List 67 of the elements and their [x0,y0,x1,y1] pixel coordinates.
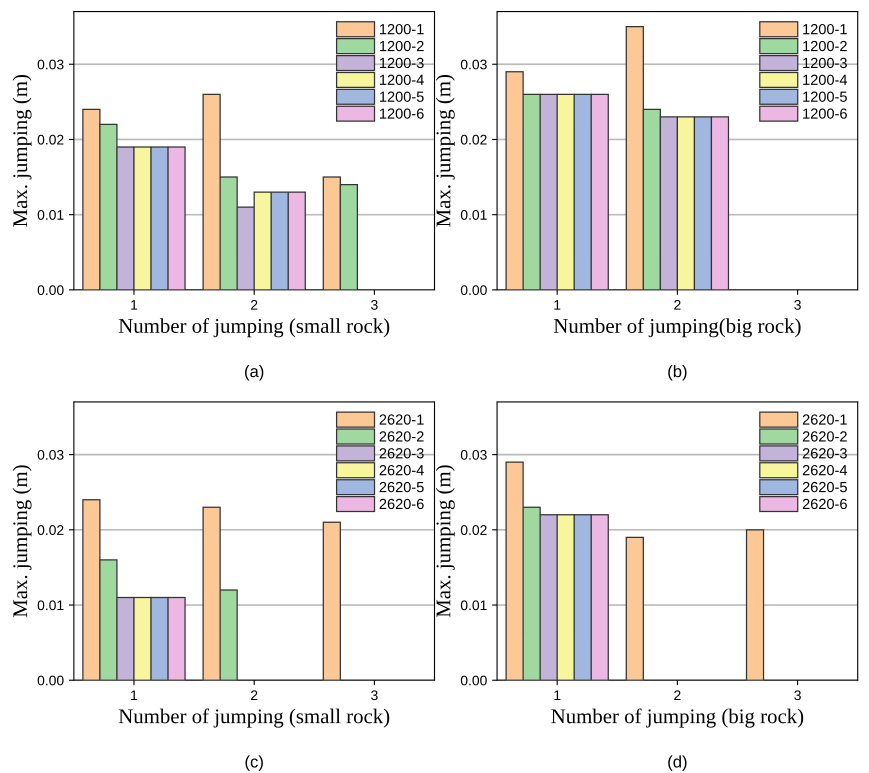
legend-label: 1200-3 [803,58,847,68]
y-tick-label: 0.00 [38,676,64,686]
legend-label: 2620-3 [802,448,847,458]
x-tick-label: 2 [674,690,681,700]
y-tick-label: 0.00 [460,285,487,296]
x-axis-title: Number of jumping (big rock) [551,708,804,728]
x-tick-label: 3 [794,690,801,700]
x-axis-title: Number of jumping (small rock) [118,708,390,728]
y-tick-label: 0.00 [460,676,487,686]
y-tick-label: 0.01 [38,600,64,610]
legend-label: 2620-4 [802,465,848,476]
text: (b) [668,365,687,381]
legend-label: 1200-6 [380,108,424,119]
x-tick-label: 2 [251,300,258,310]
y-tick-label: 0.02 [38,134,64,145]
y-tick-label: 0.01 [38,210,64,220]
y-tick-label: 0.03 [38,60,64,70]
x-tick-label: 1 [554,690,560,700]
x-tick-label: 3 [371,690,378,700]
y-tick-label: 0.03 [460,60,487,70]
y-tick-label: 0.02 [460,525,487,535]
legend-label: 1200-1 [380,24,424,34]
text: (a) [245,365,264,381]
x-tick-label: 1 [131,300,138,310]
x-tick-label: 2 [251,690,258,700]
legend-label: 1200-4 [803,74,848,85]
y-tick-label: 0.02 [460,134,487,145]
y-tick-label: 0.02 [38,525,64,535]
legend-label: 2620-2 [802,431,847,442]
text: (c) [246,755,263,771]
bar [322,522,341,680]
legend-label: 1200-4 [380,74,424,85]
x-tick-label: 3 [371,300,378,310]
legend-label: 1200-2 [380,40,424,52]
y-axis-title: Max. jumping (m) [436,465,455,618]
y-axis-title: Max. jumping (m) [12,465,32,618]
bar [746,529,764,680]
legend-label: 2620-6 [380,498,424,510]
text: (d) [668,755,687,771]
legend-label: 2620-1 [802,414,847,425]
legend-label: 2620-6 [802,498,847,510]
legend-label: 2620-2 [380,431,424,442]
legend-label: 1200-1 [803,24,847,34]
x-tick-label: 2 [674,300,681,310]
y-axis-title: Max. jumping (m) [436,74,455,227]
legend-label: 2620-5 [380,482,424,492]
x-axis-title: Number of jumping (small rock) [118,318,390,338]
x-axis-title: Number of jumping(big rock) [554,318,801,338]
legend-label: 2620-1 [380,414,424,425]
y-tick-label: 0.01 [460,600,487,610]
legend-label: 2620-3 [380,448,424,458]
y-tick-label: 0.01 [460,210,487,220]
legend-label: 1200-3 [380,58,424,68]
y-tick-label: 0.03 [38,450,64,460]
legend-label: 1200-5 [380,92,424,102]
legend-label: 2620-4 [380,465,424,476]
y-tick-label: 0.00 [38,285,64,296]
legend-label: 1200-2 [803,40,847,52]
x-tick-label: 1 [131,690,138,700]
legend-label: 1200-6 [803,108,847,119]
legend-label: 1200-5 [803,92,847,102]
y-tick-label: 0.03 [460,450,487,460]
x-tick-label: 3 [794,300,801,310]
x-tick-label: 1 [554,300,560,310]
y-axis-title: Max. jumping (m) [12,74,32,227]
legend-label: 2620-5 [802,482,847,492]
bar [626,536,644,680]
